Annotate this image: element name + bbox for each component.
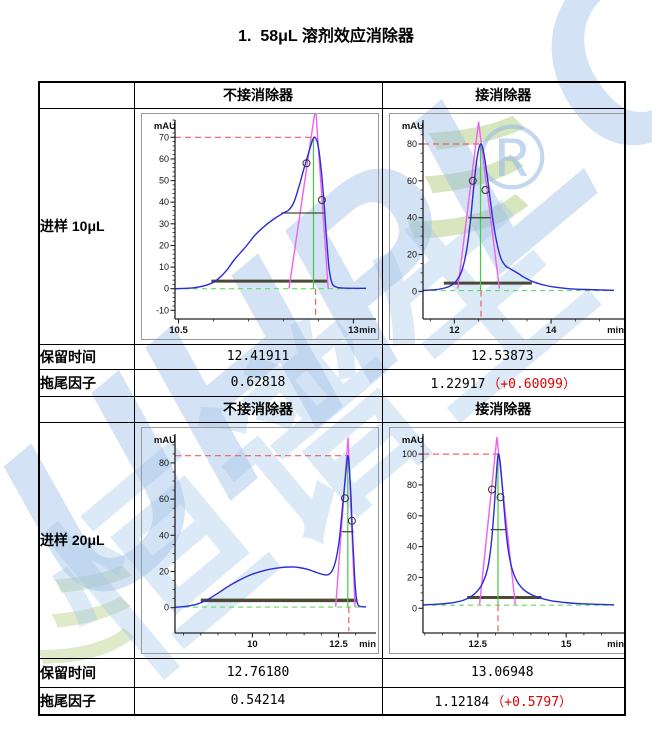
svg-text:0: 0: [163, 283, 168, 293]
svg-text:60: 60: [406, 175, 416, 185]
svg-text:10: 10: [247, 639, 258, 650]
svg-text:min: min: [607, 325, 624, 336]
chart-cell: 0 20 40 60 80 100 12.5 15 min mAU: [381, 421, 626, 659]
svg-text:80: 80: [158, 457, 168, 467]
svg-text:40: 40: [158, 197, 168, 207]
tailing-factor-delta: （+0.5797）: [491, 695, 573, 711]
svg-text:20: 20: [406, 572, 416, 582]
svg-text:12.5: 12.5: [468, 639, 487, 650]
chart-cell: 0 20 40 60 80 10 12.5 min mAU: [133, 421, 383, 659]
col-header-with-eliminator: 接消除器: [381, 395, 626, 423]
svg-text:14: 14: [545, 325, 556, 336]
retention-time-label: 保留时间: [38, 657, 135, 688]
retention-time-with-eliminator: 13.06948: [381, 657, 626, 688]
svg-text:10: 10: [158, 262, 168, 272]
svg-text:mAU: mAU: [401, 435, 423, 446]
retention-time-no-eliminator: 12.76180: [133, 657, 383, 688]
svg-text:min: min: [607, 639, 624, 650]
svg-text:40: 40: [406, 541, 416, 551]
svg-text:30: 30: [158, 218, 168, 228]
chromatogram-20ul-no-eliminator: 0 20 40 60 80 10 12.5 min mAU: [140, 426, 379, 654]
svg-text:70: 70: [158, 132, 168, 142]
col-header-no-eliminator: 不接消除器: [133, 81, 383, 109]
svg-text:min: min: [359, 325, 376, 336]
retention-time-value: 13.06948: [470, 665, 534, 680]
svg-text:mAU: mAU: [153, 435, 175, 446]
empty-corner-cell: [38, 81, 135, 109]
svg-text:100: 100: [401, 449, 416, 459]
tailing-factor-value: 1.12184: [434, 695, 490, 711]
svg-text:-10: -10: [155, 305, 168, 315]
svg-text:80: 80: [406, 479, 416, 489]
col-header-no-eliminator: 不接消除器: [133, 395, 383, 423]
svg-text:60: 60: [158, 494, 168, 504]
svg-text:12.5: 12.5: [329, 639, 348, 650]
svg-text:20: 20: [406, 249, 416, 259]
tailing-factor-no-eliminator: 0.62818: [133, 368, 383, 397]
svg-text:0: 0: [411, 603, 416, 613]
retention-time-value: 12.53873: [470, 349, 534, 364]
tailing-factor-value: 1.22917: [430, 377, 486, 392]
row-label-injection-10ul: 进样 10μL: [38, 107, 135, 345]
tailing-factor-with-eliminator: 1.22917 （+0.60099）: [381, 368, 626, 397]
chromatogram-10ul-with-eliminator: 0 20 40 60 80 12 14 min mAU: [388, 112, 624, 340]
svg-text:40: 40: [158, 530, 168, 540]
svg-text:60: 60: [158, 153, 168, 163]
tailing-factor-with-eliminator: 1.12184 （+0.5797）: [381, 686, 626, 716]
chart-cell: -10 0 10 20 30 40 50 60 70 10.5 13 min mAU: [133, 107, 383, 345]
svg-text:min: min: [359, 639, 376, 650]
svg-text:40: 40: [406, 212, 416, 222]
row-label-injection-20ul: 进样 20μL: [38, 421, 135, 659]
tailing-factor-no-eliminator: 0.54214: [133, 686, 383, 716]
svg-text:60: 60: [406, 510, 416, 520]
svg-text:mAU: mAU: [153, 121, 175, 132]
svg-text:80: 80: [406, 139, 416, 149]
empty-corner-cell: [38, 395, 135, 423]
col-header-with-eliminator: 接消除器: [381, 81, 626, 109]
svg-text:mAU: mAU: [401, 121, 423, 132]
retention-time-label: 保留时间: [38, 343, 135, 370]
svg-text:10.5: 10.5: [169, 325, 188, 336]
chromatogram-10ul-no-eliminator: -10 0 10 20 30 40 50 60 70 10.5 13 min mAU: [140, 112, 379, 340]
svg-text:20: 20: [158, 566, 168, 576]
retention-time-no-eliminator: 12.41911: [133, 343, 383, 370]
svg-text:50: 50: [158, 175, 168, 185]
chart-cell: 0 20 40 60 80 12 14 min mAU: [381, 107, 626, 345]
svg-text:15: 15: [560, 639, 571, 650]
svg-text:20: 20: [158, 240, 168, 250]
results-table: 不接消除器 接消除器 进样 10μL -10 0 10 20 30 40 50 60 70 10.…: [38, 81, 626, 716]
retention-time-with-eliminator: 12.53873: [381, 343, 626, 370]
svg-text:12: 12: [449, 325, 460, 336]
svg-text:0: 0: [411, 286, 416, 296]
svg-text:0: 0: [163, 602, 168, 612]
tailing-factor-label: 拖尾因子: [38, 686, 135, 716]
svg-text:13: 13: [348, 325, 359, 336]
chromatogram-20ul-with-eliminator: 0 20 40 60 80 100 12.5 15 min mAU: [388, 426, 624, 654]
page-title: 1. 58μL 溶剂效应消除器: [238, 28, 414, 45]
tailing-factor-label: 拖尾因子: [38, 368, 135, 397]
tailing-factor-delta: （+0.60099）: [487, 377, 576, 392]
